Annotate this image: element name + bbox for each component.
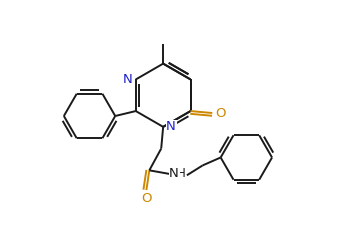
Text: N: N <box>169 167 179 180</box>
Text: N: N <box>123 73 133 86</box>
Text: O: O <box>215 106 225 119</box>
Text: O: O <box>141 192 152 206</box>
Text: H: H <box>177 167 185 180</box>
Text: N: N <box>166 120 176 133</box>
